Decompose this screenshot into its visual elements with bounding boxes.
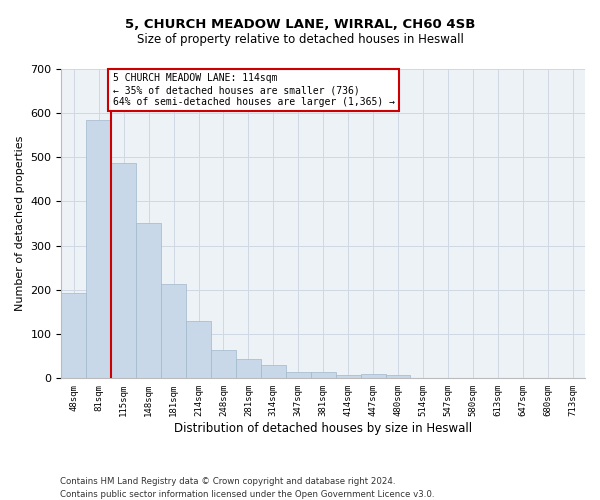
Text: 5 CHURCH MEADOW LANE: 114sqm
← 35% of detached houses are smaller (736)
64% of s: 5 CHURCH MEADOW LANE: 114sqm ← 35% of de…: [113, 74, 395, 106]
Bar: [211, 350, 236, 378]
Text: Contains public sector information licensed under the Open Government Licence v3: Contains public sector information licen…: [60, 490, 434, 499]
Bar: [261, 364, 286, 378]
Bar: [86, 120, 111, 378]
Bar: [236, 360, 261, 378]
Y-axis label: Number of detached properties: Number of detached properties: [15, 136, 25, 311]
X-axis label: Distribution of detached houses by size in Heswall: Distribution of detached houses by size …: [174, 422, 472, 435]
Bar: [111, 163, 136, 378]
Bar: [186, 320, 211, 378]
Text: Contains HM Land Registry data © Crown copyright and database right 2024.: Contains HM Land Registry data © Crown c…: [60, 478, 395, 486]
Bar: [311, 372, 335, 378]
Bar: [136, 222, 161, 378]
Bar: [386, 375, 410, 378]
Bar: [286, 372, 311, 378]
Bar: [335, 375, 361, 378]
Bar: [61, 293, 86, 378]
Bar: [161, 284, 186, 378]
Bar: [361, 374, 386, 378]
Text: 5, CHURCH MEADOW LANE, WIRRAL, CH60 4SB: 5, CHURCH MEADOW LANE, WIRRAL, CH60 4SB: [125, 18, 475, 30]
Text: Size of property relative to detached houses in Heswall: Size of property relative to detached ho…: [137, 32, 463, 46]
